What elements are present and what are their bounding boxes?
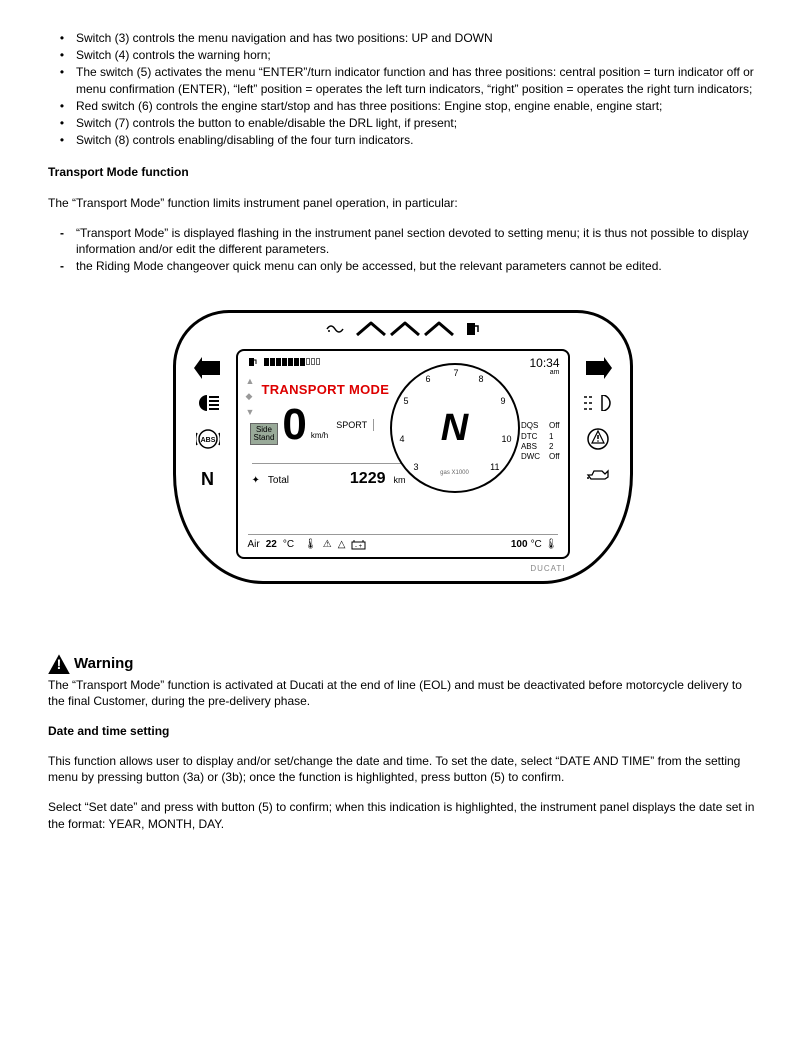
oil-can-icon: [586, 467, 610, 481]
tach-num: 6: [426, 373, 431, 385]
triangle-mini-icon: △: [338, 538, 346, 552]
clock: 10:34 am: [529, 357, 559, 376]
tach-num: 10: [501, 433, 511, 445]
switch-item: Switch (7) controls the button to enable…: [76, 115, 757, 131]
transport-mode-list: -“Transport Mode” is displayed flashing …: [48, 225, 757, 275]
battery-mini-icon: - +: [351, 540, 367, 550]
tach-num: 3: [414, 461, 419, 473]
air-temp-unit: °C: [283, 538, 294, 552]
tach-num: 11: [490, 461, 499, 473]
setting-key: DQS: [521, 421, 543, 431]
clock-time: 10:34: [529, 356, 559, 370]
tach-num: 5: [404, 395, 409, 407]
switch-control-list: •Switch (3) controls the menu navigation…: [48, 30, 757, 148]
warning-text: The “Transport Mode” function is activat…: [48, 677, 757, 709]
transport-mode-intro: The “Transport Mode” function limits ins…: [48, 195, 757, 211]
coolant-temp-value: 100: [511, 538, 528, 552]
high-beam-icon: [195, 395, 221, 411]
coolant-temp-unit: °C: [531, 538, 542, 552]
tach-num: 8: [478, 373, 483, 385]
odometer-value: 1229: [350, 468, 386, 490]
air-temp-value: 22: [266, 538, 277, 552]
setting-key: DWC: [521, 452, 543, 462]
transport-mode-heading: Transport Mode function: [48, 164, 757, 180]
left-indicator-column: ABS N: [186, 357, 230, 491]
warning-label: Warning: [74, 654, 133, 674]
switch-item: Switch (8) controls enabling/disabling o…: [76, 132, 757, 148]
switch-item: Switch (4) controls the warning horn;: [76, 47, 757, 63]
warning-triangle-icon: !: [48, 654, 70, 674]
instrument-panel-figure: ABS N ▲◆▼ TRANSPORT MODE Side Stand 0: [48, 310, 757, 584]
air-label: Air: [248, 538, 260, 552]
generic-warning-icon: [586, 427, 610, 451]
tachometer: N gas X1000 3 4 5 6 7 8 9 10 11: [390, 363, 520, 493]
datetime-p2: Select “Set date” and press with button …: [48, 799, 757, 831]
datetime-heading: Date and time setting: [48, 723, 757, 739]
engine-check-icon: [325, 322, 345, 336]
fuel-icon: [248, 357, 258, 367]
rider-aid-settings: DQS Off DTC 1 ABS 2 DWC Off: [521, 421, 560, 463]
datetime-p1: This function allows user to display and…: [48, 753, 757, 785]
setting-key: DTC: [521, 432, 543, 442]
odometer-row: ✦ Total 1229 km: [252, 463, 406, 490]
riding-mode-label: SPORT: [336, 419, 374, 431]
hazard-mini-icon: ⚠: [323, 538, 332, 552]
setting-val: 2: [549, 442, 553, 452]
neutral-indicator-icon: N: [201, 467, 214, 491]
total-label: Total: [268, 474, 289, 488]
transport-item: “Transport Mode” is displayed flashing i…: [76, 225, 757, 257]
setting-val: Off: [549, 421, 560, 431]
speed-unit: km/h: [311, 431, 328, 442]
coolant-icon: 🌡: [545, 538, 558, 552]
warning-heading: ! Warning: [48, 654, 757, 674]
fuel-pump-icon: [465, 321, 481, 337]
vent-lines-icon: [355, 321, 455, 337]
tach-num: 7: [454, 367, 459, 379]
speed-value: 0: [282, 405, 306, 445]
side-stand-badge: Side Stand: [250, 423, 279, 445]
panel-outline: ABS N ▲◆▼ TRANSPORT MODE Side Stand 0: [173, 310, 633, 584]
drl-light-icon: [584, 395, 612, 411]
right-indicator-column: [576, 357, 620, 481]
bottom-status-row: Air 22°C 🌡 ⚠ △ - + 100°C 🌡: [248, 534, 558, 552]
transport-mode-label: TRANSPORT MODE: [262, 381, 390, 399]
svg-text:ABS: ABS: [200, 437, 215, 444]
clock-ampm: am: [529, 369, 559, 376]
fuel-gauge: [248, 357, 320, 367]
svg-text:- +: - +: [355, 544, 363, 550]
left-turn-arrow-icon: [194, 357, 222, 379]
right-turn-arrow-icon: [584, 357, 612, 379]
switch-item: Red switch (6) controls the engine start…: [76, 98, 757, 114]
tach-num: 9: [500, 395, 505, 407]
setting-val: 1: [549, 432, 553, 442]
speed-block: Side Stand 0 km/h SPORT: [250, 405, 375, 445]
panel-top-icons: [176, 321, 630, 337]
transport-item: the Riding Mode changeover quick menu ca…: [76, 258, 757, 274]
abs-icon: ABS: [196, 427, 220, 451]
tach-num: 4: [400, 433, 405, 445]
switch-item: Switch (3) controls the menu navigation …: [76, 30, 757, 46]
brand-label: DUCATI: [530, 564, 565, 575]
setting-key: ABS: [521, 442, 543, 452]
lcd-screen: ▲◆▼ TRANSPORT MODE Side Stand 0 km/h SPO…: [236, 349, 570, 559]
setting-val: Off: [549, 452, 560, 462]
switch-item: The switch (5) activates the menu “ENTER…: [76, 64, 757, 96]
